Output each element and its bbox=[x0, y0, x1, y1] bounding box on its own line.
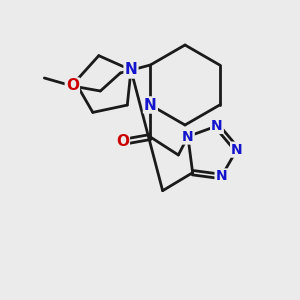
Text: N: N bbox=[216, 169, 227, 184]
Text: O: O bbox=[116, 134, 129, 149]
Text: N: N bbox=[144, 98, 157, 112]
Text: N: N bbox=[124, 62, 137, 77]
Text: O: O bbox=[66, 79, 79, 94]
Text: N: N bbox=[182, 130, 194, 143]
Text: N: N bbox=[231, 142, 243, 157]
Text: N: N bbox=[211, 119, 223, 133]
